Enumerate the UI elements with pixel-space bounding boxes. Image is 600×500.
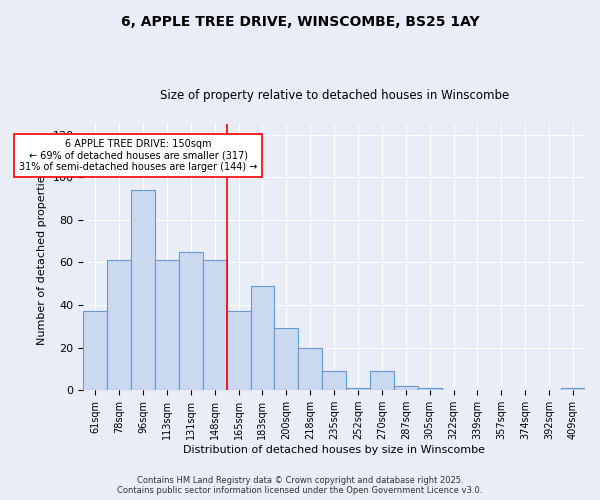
- Bar: [394, 386, 418, 390]
- Text: 6 APPLE TREE DRIVE: 150sqm
← 69% of detached houses are smaller (317)
31% of sem: 6 APPLE TREE DRIVE: 150sqm ← 69% of deta…: [19, 139, 257, 172]
- Bar: [322, 371, 346, 390]
- Bar: [561, 388, 585, 390]
- Bar: [370, 371, 394, 390]
- Text: 6, APPLE TREE DRIVE, WINSCOMBE, BS25 1AY: 6, APPLE TREE DRIVE, WINSCOMBE, BS25 1AY: [121, 15, 479, 29]
- Text: Contains HM Land Registry data © Crown copyright and database right 2025.
Contai: Contains HM Land Registry data © Crown c…: [118, 476, 482, 495]
- Y-axis label: Number of detached properties: Number of detached properties: [37, 170, 47, 345]
- Bar: [298, 348, 322, 390]
- Bar: [274, 328, 298, 390]
- Bar: [227, 312, 251, 390]
- Bar: [418, 388, 442, 390]
- Bar: [107, 260, 131, 390]
- Bar: [131, 190, 155, 390]
- Bar: [83, 312, 107, 390]
- Bar: [251, 286, 274, 390]
- Bar: [346, 388, 370, 390]
- Bar: [155, 260, 179, 390]
- Bar: [179, 252, 203, 390]
- Bar: [203, 260, 227, 390]
- Title: Size of property relative to detached houses in Winscombe: Size of property relative to detached ho…: [160, 89, 509, 102]
- X-axis label: Distribution of detached houses by size in Winscombe: Distribution of detached houses by size …: [183, 445, 485, 455]
